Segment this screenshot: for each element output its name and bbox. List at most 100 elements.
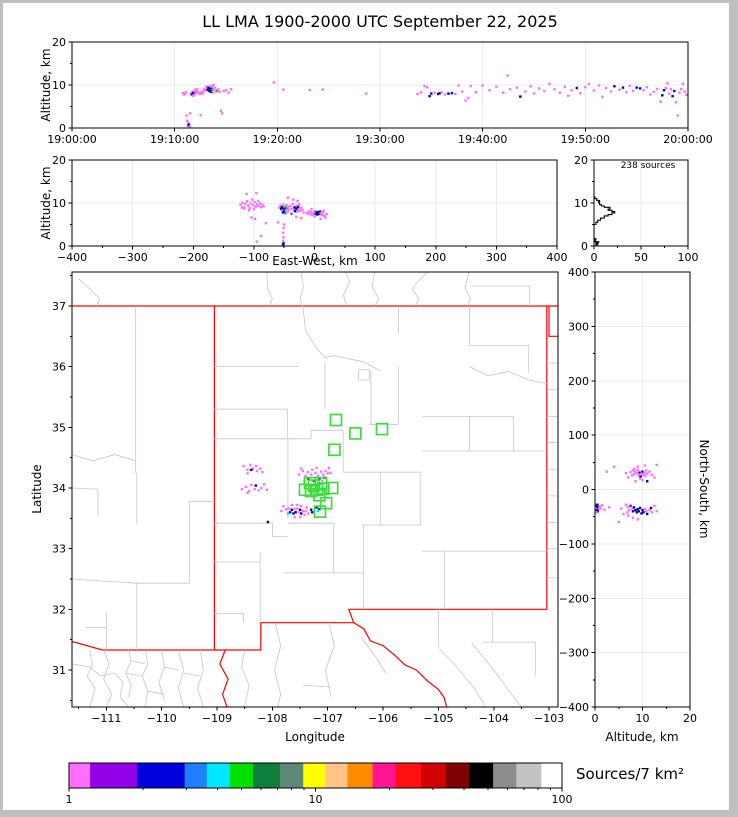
data-point [296,205,300,209]
data-point [584,86,587,89]
data-point [437,92,440,96]
data-point [300,467,303,470]
data-point [288,511,292,514]
data-point [447,92,450,95]
data-point [307,477,310,481]
data-point [253,488,256,491]
data-point [304,509,307,513]
data-point [635,86,638,89]
flash-marker [313,488,326,502]
data-point [637,510,640,513]
ew-panel-ylabel: Altitude, km [39,166,53,240]
data-point [290,503,293,507]
data-point [634,470,637,473]
data-point [227,91,230,94]
figure-title: LL LMA 1900-2000 UTC September 22, 2025 [202,12,558,31]
data-point [365,92,368,95]
data-point [211,86,214,89]
data-point [579,92,582,95]
data-point [280,206,283,209]
data-point [280,509,283,513]
data-point [261,471,264,474]
data-point [617,520,620,524]
data-point [284,212,287,215]
county-border-line [439,648,486,707]
data-point [198,92,202,96]
tick-label: 200 [425,251,446,264]
data-point [669,88,673,91]
data-point [301,469,304,473]
data-point [202,89,205,93]
county-border-line [125,672,143,677]
data-point [250,198,254,201]
data-point [529,85,532,88]
colorbar-segment [516,763,542,788]
data-point [203,87,206,91]
data-point [680,88,683,91]
tick-label: 10 [52,79,66,92]
colorbar-segment [206,763,231,788]
window-border-left [0,0,3,817]
window-border-bottom [0,810,738,817]
data-point [264,222,268,225]
county-border-line [214,522,288,537]
panel-frame [71,271,559,708]
data-point [252,204,255,207]
data-point [634,480,637,483]
data-point [327,466,330,470]
data-point [673,89,676,93]
data-point [457,84,460,87]
data-point [627,476,630,479]
data-point [605,470,609,473]
data-point [247,489,251,493]
data-point [636,518,639,521]
tick-label: 37 [52,300,66,313]
data-point [645,469,648,472]
data-point [262,483,266,486]
data-point [676,114,679,117]
data-point [592,89,596,92]
sources-count-annotation: 238 sources [620,161,676,171]
data-point [575,86,578,90]
data-point [259,234,263,238]
colorbar-segment [347,763,374,788]
data-point [460,90,464,93]
data-point [423,84,426,88]
data-point [318,477,321,481]
data-point [281,239,285,242]
data-point [609,90,613,93]
data-point [298,203,301,206]
county-border-line [299,272,304,307]
data-point [644,474,647,478]
data-point [632,467,636,470]
county-border-line [164,666,179,671]
data-point [279,204,282,207]
county-border-line [274,622,282,707]
data-point [266,520,270,524]
data-point [641,509,644,512]
data-point [305,506,308,509]
data-point [683,90,686,93]
data-point [648,470,651,473]
data-point [246,468,249,471]
data-point [184,91,187,94]
colorbar-segment [493,763,517,788]
data-point [626,511,629,514]
data-point [287,205,290,209]
data-point [210,89,214,92]
data-point [282,226,285,230]
data-point [646,472,649,475]
data-point [204,89,207,92]
data-point [190,90,194,94]
data-point [285,508,288,511]
data-point [323,214,326,218]
data-point [246,200,249,203]
colorbar-segment [90,763,138,788]
data-point [255,469,259,473]
colorbar-segment [303,763,326,788]
data-point [192,91,195,94]
data-point [643,464,647,467]
data-point [199,113,202,117]
data-point [297,208,300,211]
